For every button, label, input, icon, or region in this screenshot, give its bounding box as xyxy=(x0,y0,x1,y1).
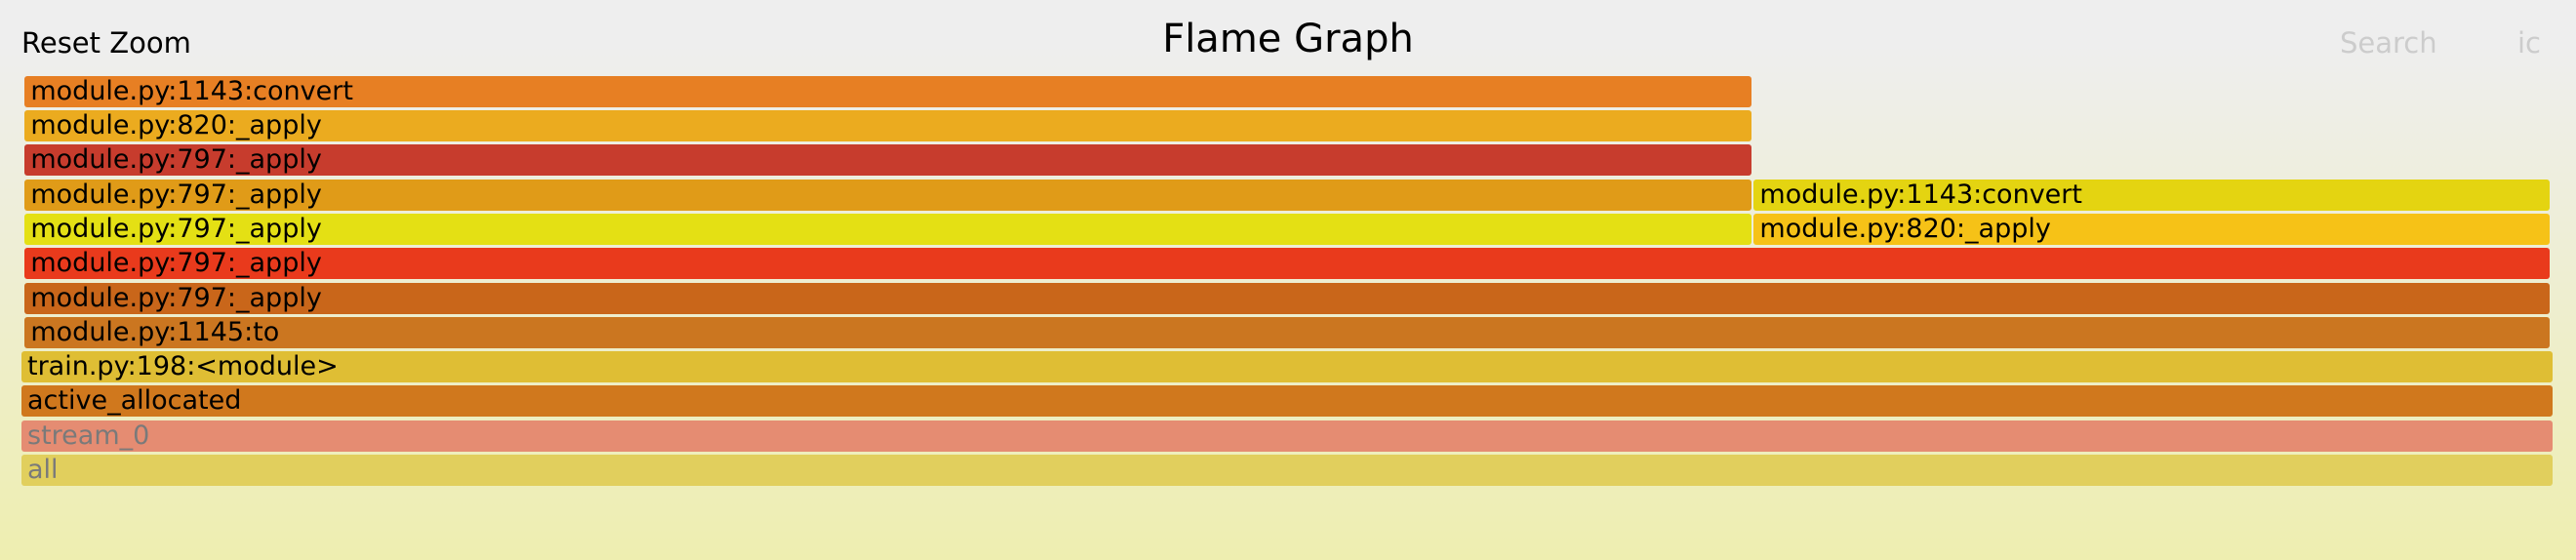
frame-label: module.py:820:_apply xyxy=(30,110,322,140)
frame-bar[interactable]: module.py:820:_apply xyxy=(24,110,1752,141)
page-title: Flame Graph xyxy=(1162,17,1414,61)
search-button[interactable]: Search xyxy=(2340,26,2437,60)
frame-bar[interactable]: stream_0 xyxy=(21,420,2553,452)
frame-bar[interactable]: all xyxy=(21,455,2553,486)
ignore-case-toggle[interactable]: ic xyxy=(2517,26,2542,60)
frame-label: module.py:797:_apply xyxy=(30,144,322,176)
frame-bar[interactable]: module.py:1145:to xyxy=(24,316,2550,348)
frame-bar[interactable]: module.py:797:_apply xyxy=(24,179,1752,211)
frame-bar[interactable]: active_allocated xyxy=(21,385,2553,418)
frame-bar[interactable]: module.py:820:_apply xyxy=(1753,213,2550,245)
frame-label: module.py:797:_apply xyxy=(30,248,322,279)
frame-label: all xyxy=(27,455,59,485)
frame-label: module.py:1143:convert xyxy=(30,75,353,106)
frame-label: module.py:797:_apply xyxy=(30,282,322,313)
frame-bar[interactable]: module.py:797:_apply xyxy=(24,144,1752,177)
frame-bar[interactable]: module.py:797:_apply xyxy=(24,248,2550,280)
frame-bar[interactable]: module.py:797:_apply xyxy=(24,282,2550,314)
frame-bar[interactable]: module.py:1143:convert xyxy=(1753,179,2550,211)
frame-label: stream_0 xyxy=(27,420,150,451)
frame-label: module.py:1145:to xyxy=(30,316,280,347)
frame-bar[interactable]: module.py:797:_apply xyxy=(24,213,1752,245)
frame-bar[interactable]: train.py:198:<module> xyxy=(21,351,2553,383)
frame-label: module.py:797:_apply xyxy=(30,213,322,244)
frame-bar[interactable]: module.py:1143:convert xyxy=(24,75,1752,107)
reset-zoom-button[interactable]: Reset Zoom xyxy=(21,26,191,60)
frame-label: module.py:1143:convert xyxy=(1759,179,2082,210)
frame-label: module.py:820:_apply xyxy=(1759,213,2051,244)
frame-label: module.py:797:_apply xyxy=(30,179,322,210)
frame-label: active_allocated xyxy=(27,385,242,417)
frame-label: train.py:198:<module> xyxy=(27,351,339,382)
